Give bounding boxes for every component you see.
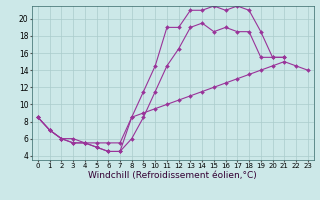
X-axis label: Windchill (Refroidissement éolien,°C): Windchill (Refroidissement éolien,°C) <box>88 171 257 180</box>
